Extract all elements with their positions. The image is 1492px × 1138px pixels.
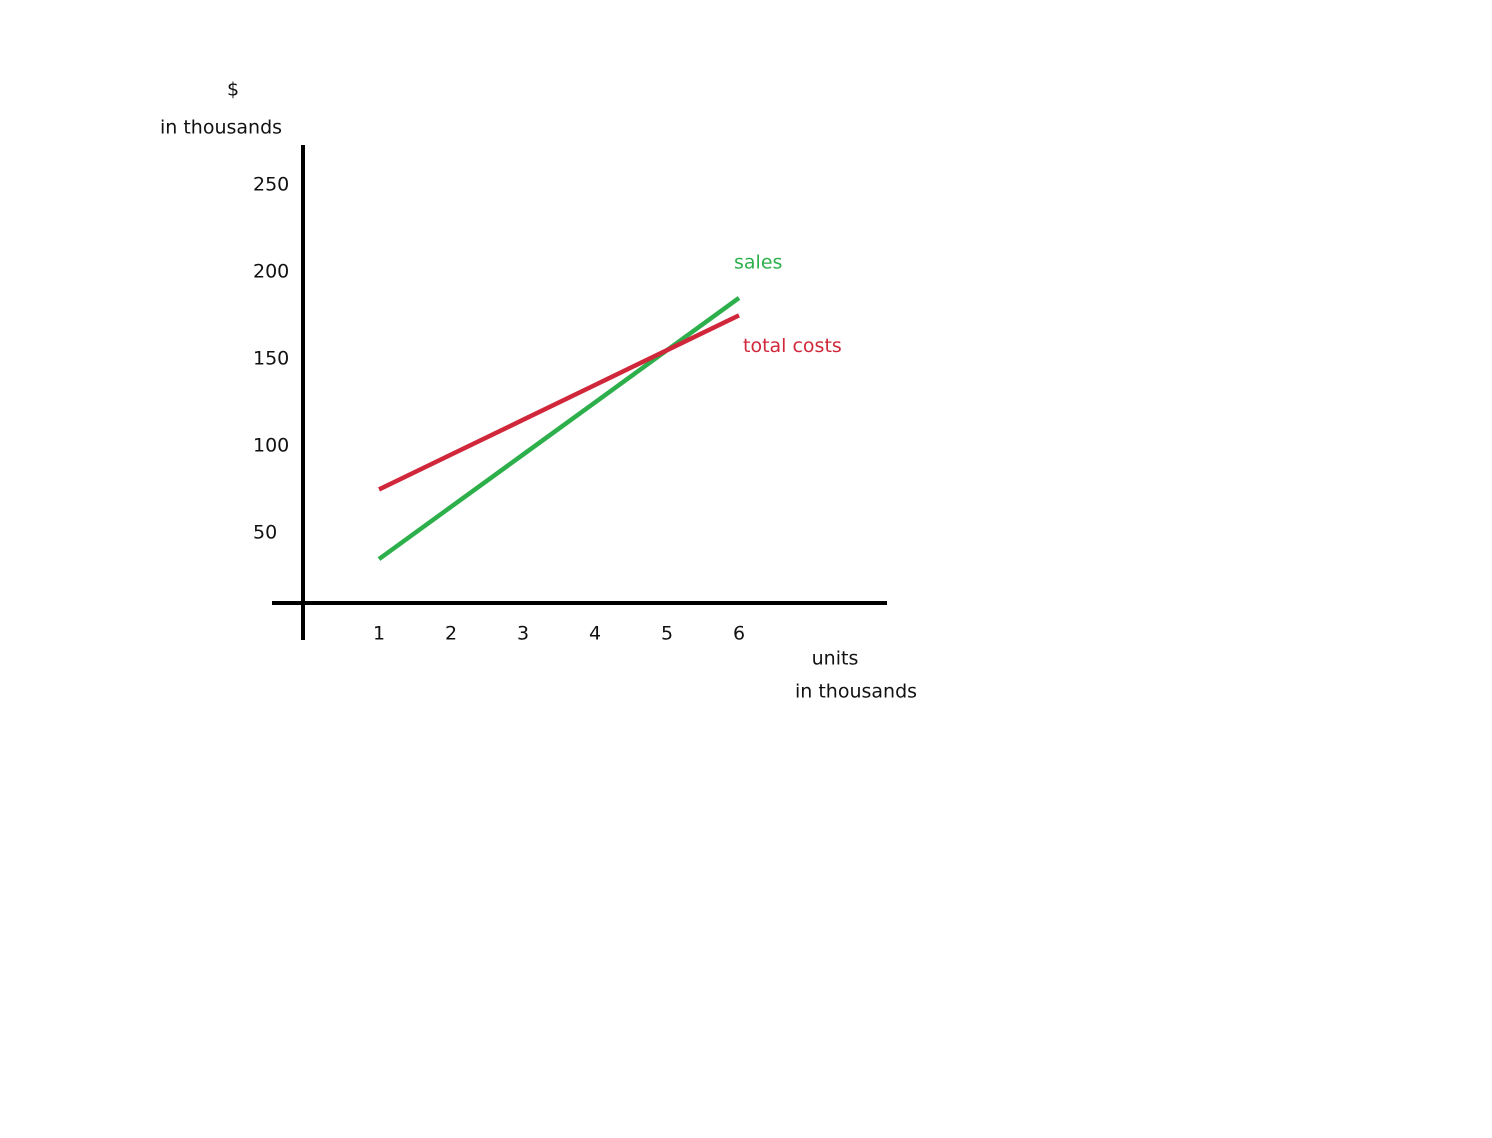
- line: [378, 313, 740, 492]
- series-label: total costs: [743, 335, 842, 357]
- y-tick-label: 50: [253, 521, 277, 543]
- x-tick-label: 6: [733, 623, 745, 645]
- y-axis-label: in thousands: [160, 117, 282, 139]
- x-axis-label: in thousands: [795, 681, 917, 703]
- y-tick-label: 150: [253, 347, 289, 369]
- y-tick-label: 250: [253, 173, 289, 195]
- y-axis-label: $: [227, 79, 239, 101]
- x-tick-label: 2: [445, 623, 457, 645]
- line: [377, 296, 741, 561]
- y-tick-label: 200: [253, 260, 289, 282]
- x-axis-label: units: [812, 648, 859, 670]
- x-tick-label: 5: [661, 623, 673, 645]
- x-tick-label: 3: [517, 623, 529, 645]
- x-tick-label: 1: [373, 623, 385, 645]
- x-tick-label: 4: [589, 623, 601, 645]
- series-label: sales: [734, 251, 782, 273]
- y-tick-label: 100: [253, 434, 289, 456]
